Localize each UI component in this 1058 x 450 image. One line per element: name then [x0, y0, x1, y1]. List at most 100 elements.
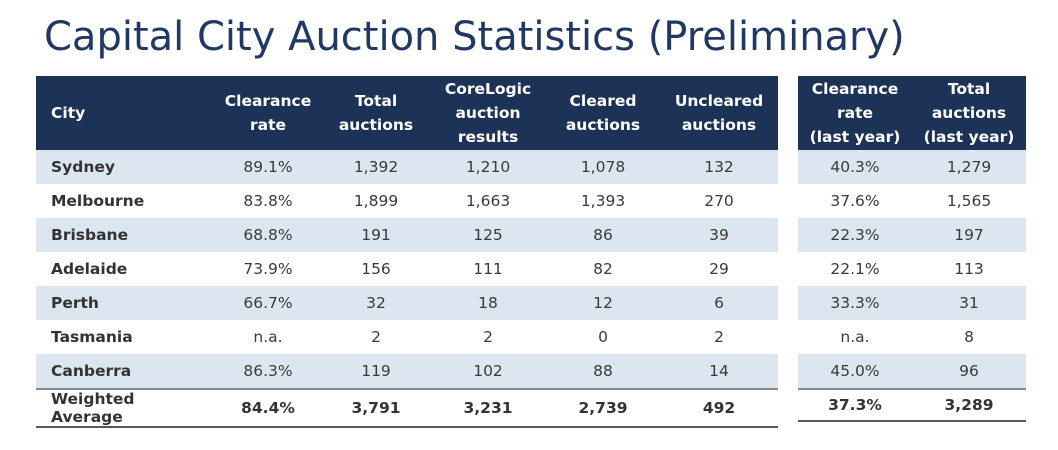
total-auctions-cell: 3,791 [322, 388, 430, 428]
table-row: Perth 66.7% 32 18 12 6 [36, 286, 778, 320]
corelogic-results-cell: 1,663 [465, 192, 511, 210]
clearance-last-year-cell: 37.3% [798, 388, 912, 422]
header-line: Clearance [811, 80, 899, 98]
header-line: auctions [338, 116, 414, 134]
header-line: Total [354, 92, 398, 110]
total-auctions-cell: 191 [322, 218, 430, 252]
column-header-total-auctions: Total auctions [322, 76, 430, 150]
table-row: Canberra 86.3% 119 102 88 14 [36, 354, 778, 389]
weighted-average-row: 37.3% 3,289 [798, 388, 1026, 422]
city-cell: Perth [36, 286, 214, 320]
total-auctions-cell: 2 [371, 328, 381, 346]
corelogic-results-cell: 102 [430, 354, 546, 389]
total-auctions-cell: 119 [322, 354, 430, 389]
cleared-cell: 1,078 [546, 150, 660, 184]
column-header-clearance-last-year: Clearance rate (last year) [798, 76, 912, 150]
clearance-last-year-cell: n.a. [840, 328, 870, 346]
total-auctions-cell: 1,899 [353, 192, 399, 210]
cleared-cell: 86 [546, 218, 660, 252]
clearance-rate-cell: 86.3% [214, 354, 322, 389]
clearance-rate-cell: 66.7% [214, 286, 322, 320]
uncleared-cell: 2 [714, 328, 724, 346]
header-line: Cleared [569, 92, 637, 110]
uncleared-cell: 492 [660, 388, 778, 428]
header-line: auction [455, 104, 521, 122]
header-line: (last year) [923, 128, 1015, 146]
city-cell: Sydney [36, 150, 214, 184]
header-line: auctions [681, 116, 757, 134]
table-row: 40.3% 1,279 [798, 150, 1026, 184]
total-last-year-cell: 8 [964, 328, 974, 346]
corelogic-results-cell: 3,231 [430, 388, 546, 428]
city-cell: Adelaide [51, 260, 128, 278]
table-row: 45.0% 96 [798, 354, 1026, 389]
cleared-cell: 2,739 [546, 388, 660, 428]
table-row: 33.3% 31 [798, 286, 1026, 320]
uncleared-cell: 6 [660, 286, 778, 320]
corelogic-results-cell: 2 [483, 328, 493, 346]
total-auctions-cell: 32 [322, 286, 430, 320]
total-last-year-cell: 1,565 [946, 192, 992, 210]
corelogic-results-cell: 111 [473, 260, 503, 278]
uncleared-cell: 29 [709, 260, 729, 278]
cleared-cell: 88 [546, 354, 660, 389]
header-line: rate [249, 116, 287, 134]
uncleared-cell: 39 [660, 218, 778, 252]
corelogic-results-cell: 1,210 [430, 150, 546, 184]
clearance-rate-cell: 89.1% [214, 150, 322, 184]
table-row: 22.3% 197 [798, 218, 1026, 252]
total-last-year-cell: 96 [912, 354, 1026, 389]
column-header-uncleared-auctions: Uncleared auctions [660, 76, 778, 150]
header-line: CoreLogic [444, 80, 532, 98]
page-title: Capital City Auction Statistics (Prelimi… [44, 14, 905, 60]
header-line: Total [947, 80, 991, 98]
city-cell: Weighted Average [36, 388, 214, 428]
clearance-rate-cell: n.a. [253, 328, 283, 346]
city-cell: Brisbane [36, 218, 214, 252]
clearance-rate-cell: 68.8% [214, 218, 322, 252]
header-line: Uncleared [674, 92, 764, 110]
clearance-rate-cell: 73.9% [243, 260, 293, 278]
header-line: (last year) [809, 128, 901, 146]
column-header-city: City [36, 76, 214, 150]
cleared-cell: 0 [598, 328, 608, 346]
header-line: auctions [931, 104, 1007, 122]
table-row: Sydney 89.1% 1,392 1,210 1,078 132 [36, 150, 778, 184]
clearance-rate-cell: 83.8% [243, 192, 293, 210]
uncleared-cell: 132 [660, 150, 778, 184]
table-header-row: City Clearance rate Total auctions CoreL… [36, 76, 778, 150]
total-last-year-cell: 1,279 [912, 150, 1026, 184]
column-header-cleared-auctions: Cleared auctions [546, 76, 660, 150]
clearance-last-year-cell: 37.6% [830, 192, 880, 210]
auction-stats-table: City Clearance rate Total auctions CoreL… [36, 76, 778, 428]
total-auctions-cell: 1,392 [322, 150, 430, 184]
cleared-cell: 12 [546, 286, 660, 320]
cleared-cell: 1,393 [580, 192, 626, 210]
total-last-year-cell: 197 [912, 218, 1026, 252]
clearance-last-year-cell: 45.0% [798, 354, 912, 389]
city-cell: Tasmania [51, 328, 133, 346]
table-row: 37.6% 1,565 [798, 184, 1026, 218]
corelogic-results-cell: 18 [430, 286, 546, 320]
table-row: Brisbane 68.8% 191 125 86 39 [36, 218, 778, 252]
city-cell: Canberra [36, 354, 214, 389]
clearance-last-year-cell: 22.3% [798, 218, 912, 252]
column-header-total-last-year: Total auctions (last year) [912, 76, 1026, 150]
header-line: Clearance [224, 92, 312, 110]
clearance-last-year-cell: 22.1% [830, 260, 880, 278]
table-row: 22.1% 113 [798, 252, 1026, 286]
table-header-row: Clearance rate (last year) Total auction… [798, 76, 1026, 150]
table-row: Melbourne 83.8% 1,899 1,663 1,393 270 [36, 184, 778, 218]
last-year-stats-table: Clearance rate (last year) Total auction… [798, 76, 1026, 422]
table-row: Tasmania n.a. 2 2 0 2 [36, 320, 778, 354]
column-header-corelogic-results: CoreLogic auction results [430, 76, 546, 150]
table-row: Adelaide 73.9% 156 111 82 29 [36, 252, 778, 286]
column-header-clearance-rate: Clearance rate [214, 76, 322, 150]
total-auctions-cell: 156 [361, 260, 391, 278]
table-row: n.a. 8 [798, 320, 1026, 354]
header-line: rate [836, 104, 874, 122]
header-line: auctions [565, 116, 641, 134]
clearance-rate-cell: 84.4% [214, 388, 322, 428]
total-last-year-cell: 3,289 [912, 388, 1026, 422]
clearance-last-year-cell: 33.3% [798, 286, 912, 320]
